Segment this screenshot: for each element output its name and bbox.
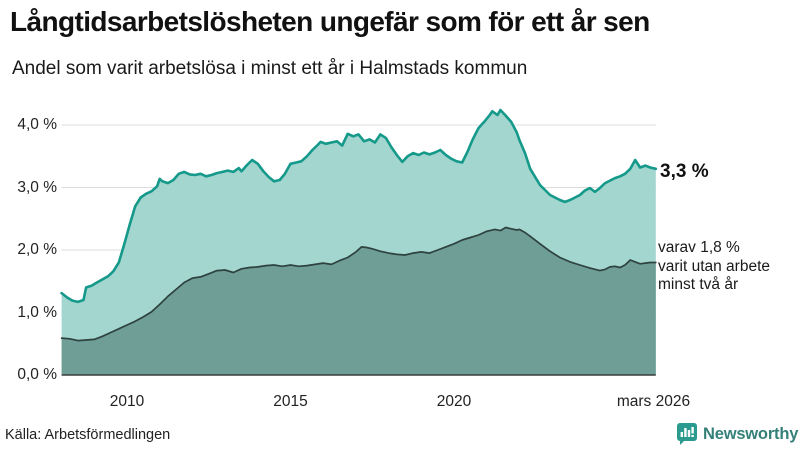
series-area-2 (61, 227, 656, 375)
logo-bar-3 (687, 430, 691, 437)
two-year-annotation-line2: varit utan arbete (658, 257, 771, 275)
two-year-annotation-line3: minst två år (658, 276, 739, 293)
logo-exclamation-dot (691, 435, 694, 437)
newsworthy-logo-icon (677, 423, 697, 445)
latest-value-label: 3,3 % (660, 161, 709, 182)
y-tick-label: 1,0 % (17, 303, 57, 321)
logo-bubble-shape (677, 423, 697, 445)
page-subtitle: Andel som varit arbetslösa i minst ett å… (12, 58, 528, 79)
x-tick-label: 2020 (436, 393, 472, 410)
x-tick-label: mars 2026 (616, 393, 691, 410)
logo-bar-1 (680, 432, 683, 437)
area-fills-group (61, 110, 656, 375)
y-tick-label: 4,0 % (17, 116, 57, 133)
series-lines-group (60, 108, 658, 376)
y-tick-label: 2,0 % (17, 241, 57, 258)
source-credit: Källa: Arbetsförmedlingen (5, 427, 171, 443)
series-line-2 (60, 226, 657, 342)
logo-exclamation-bar (691, 427, 694, 434)
x-tick-label: 2015 (273, 393, 308, 410)
y-tick-label: 0,0 % (17, 366, 57, 383)
y-tick-label: 3,0 % (17, 178, 57, 196)
newsworthy-logo-text: Newsworthy (703, 424, 799, 443)
logo-bar-2 (684, 428, 687, 437)
page-title: Långtidsarbetslösheten ungefär som för e… (10, 6, 650, 37)
two-year-annotation: varav 1,8 % varit utan arbete minst två … (658, 239, 770, 295)
two-year-annotation-line1: varav 1,8 % (658, 239, 740, 256)
newsworthy-logo: Newsworthy (676, 422, 798, 446)
series-line-1 (60, 108, 658, 304)
x-tick-label: 2010 (109, 393, 145, 410)
